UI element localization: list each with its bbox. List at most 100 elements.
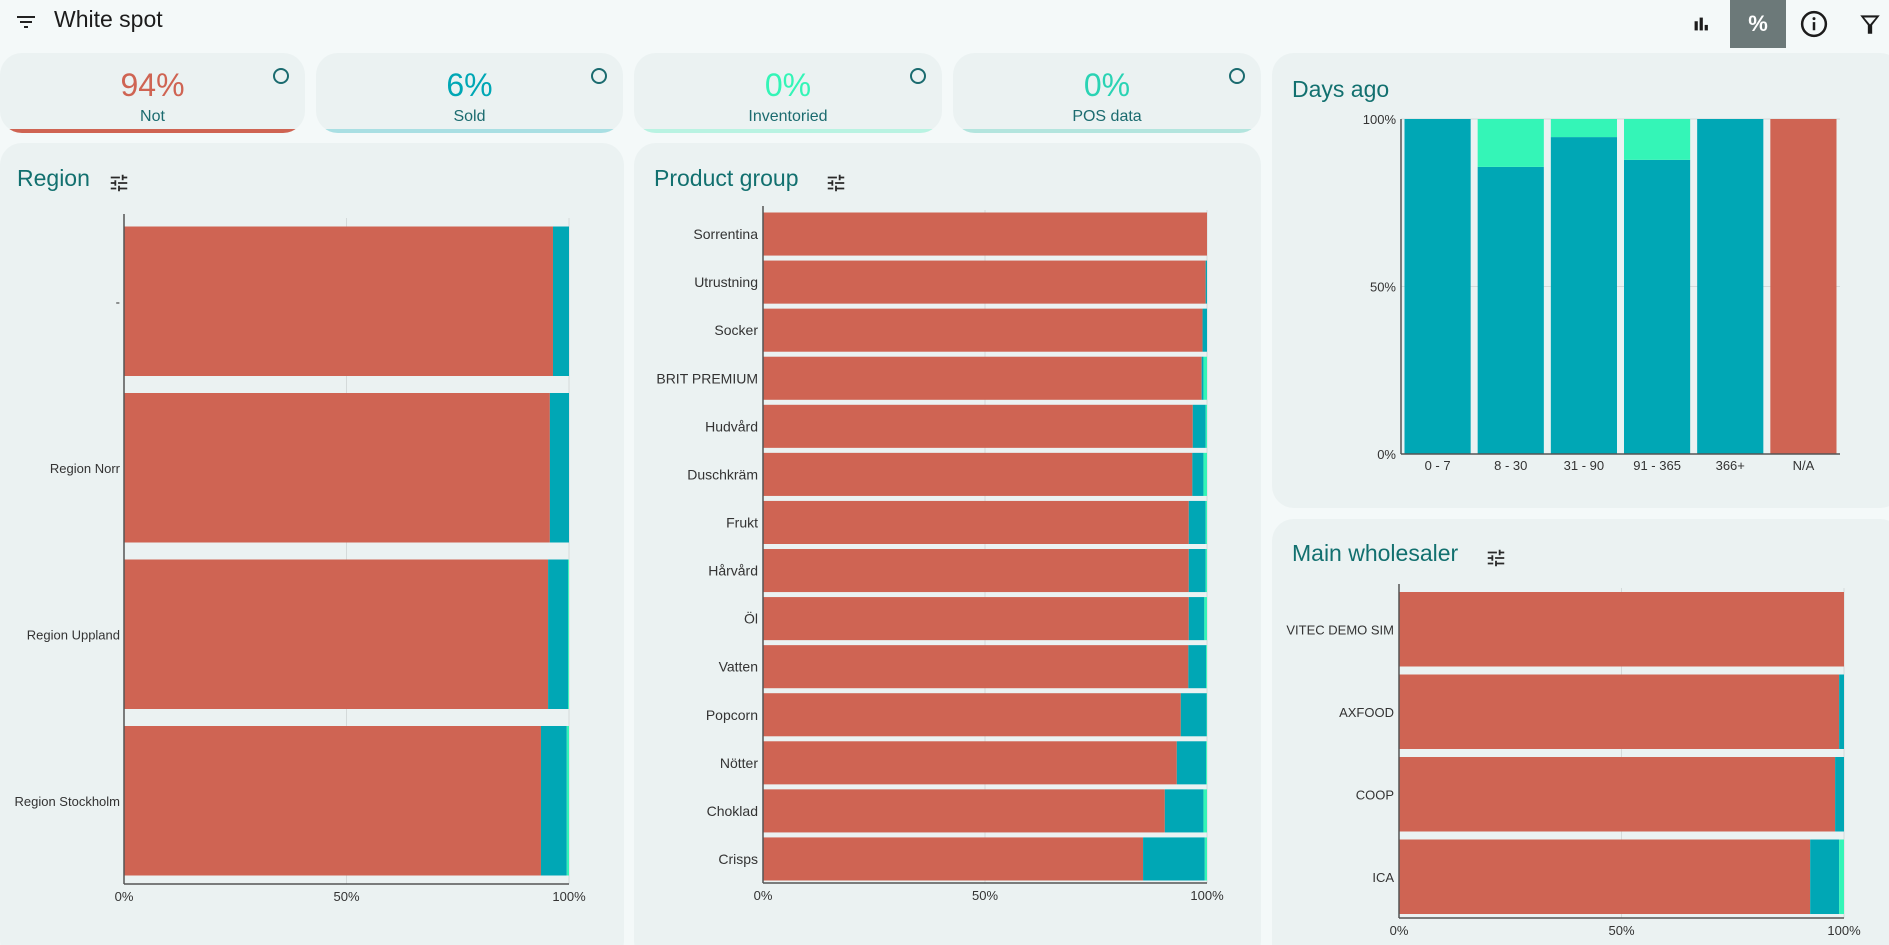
chart-settings-button[interactable] bbox=[108, 172, 130, 194]
bar-region-norr-not[interactable] bbox=[124, 393, 550, 543]
y-category-label: ICA bbox=[1372, 870, 1394, 885]
percent-icon: % bbox=[1748, 11, 1768, 36]
bar-frukt-sold[interactable] bbox=[1188, 500, 1206, 544]
kpi-value: 0% bbox=[764, 67, 812, 103]
x-category-label: N/A bbox=[1793, 458, 1815, 473]
bar-crisps-not[interactable] bbox=[763, 837, 1144, 881]
filter-funnel-icon bbox=[1860, 15, 1880, 34]
bar-ica-sold[interactable] bbox=[1810, 839, 1840, 915]
x-tick-label: 100% bbox=[1190, 888, 1224, 903]
kpi-card-not[interactable]: 94% Not bbox=[0, 53, 305, 133]
kpi-radio-button[interactable] bbox=[910, 68, 926, 84]
bar-öl-inventoried[interactable] bbox=[1204, 597, 1207, 641]
bar-hårvård-not[interactable] bbox=[763, 549, 1189, 593]
x-tick-label: 100% bbox=[552, 889, 586, 904]
bar-region-norr-sold[interactable] bbox=[549, 393, 569, 543]
chart-settings-button[interactable] bbox=[825, 172, 847, 194]
info-button[interactable] bbox=[1792, 0, 1836, 48]
bar-duschkräm-sold[interactable] bbox=[1192, 452, 1204, 496]
bar-vatten-inventoried[interactable] bbox=[1206, 645, 1207, 689]
bar-nötter-not[interactable] bbox=[763, 741, 1177, 785]
bar-31-90-sold[interactable] bbox=[1550, 137, 1617, 454]
bar-blank-sold[interactable] bbox=[552, 226, 569, 377]
bar-chart-icon bbox=[1694, 17, 1708, 31]
kpi-card-pos-data[interactable]: 0% POS data bbox=[953, 53, 1261, 133]
bar-region-uppland-sold[interactable] bbox=[548, 559, 569, 710]
x-category-label: 91 - 365 bbox=[1633, 458, 1681, 473]
bar-brit-premium-sold[interactable] bbox=[1201, 356, 1204, 400]
bar-hudvård-not[interactable] bbox=[763, 404, 1193, 448]
bar-region-uppland-inventoried[interactable] bbox=[568, 559, 569, 710]
kpi-label: Inventoried bbox=[748, 108, 828, 125]
days-ago-chart: 0% 50% 100% 0 - 7 8 - 30 31 - 90 91 - 365 366+ N… bbox=[1363, 112, 1840, 473]
bar-vatten-not[interactable] bbox=[763, 645, 1189, 689]
bar-hårvård-inventoried[interactable] bbox=[1205, 549, 1207, 593]
bar-nötter-sold[interactable] bbox=[1176, 741, 1207, 785]
bar-region-stockholm-not[interactable] bbox=[124, 726, 541, 876]
bar-choklad-not[interactable] bbox=[763, 789, 1165, 833]
bar-coop-not[interactable] bbox=[1399, 757, 1836, 832]
y-category-label: Frukt bbox=[726, 514, 758, 530]
percent-mode-button[interactable]: % bbox=[1730, 0, 1786, 48]
bar-utrustning-sold[interactable] bbox=[1205, 260, 1207, 304]
filter-button[interactable] bbox=[1848, 0, 1889, 48]
chart-settings-button[interactable] bbox=[1485, 547, 1507, 569]
bar-öl-not[interactable] bbox=[763, 597, 1189, 641]
main-wholesaler-chart: 0% 50% 100% VITEC DEMO SIM AXFOOD COOP ICA bbox=[1286, 584, 1861, 938]
bar-frukt-inventoried[interactable] bbox=[1205, 500, 1207, 544]
bar-8-30-sold[interactable] bbox=[1477, 166, 1544, 454]
x-tick-label: 50% bbox=[333, 889, 359, 904]
bar-366-sold[interactable] bbox=[1697, 119, 1764, 454]
bar-crisps-sold[interactable] bbox=[1143, 837, 1205, 881]
filter-list-menu-button[interactable] bbox=[14, 10, 38, 34]
bar-axfood-sold[interactable] bbox=[1839, 674, 1844, 750]
bar-duschkräm-not[interactable] bbox=[763, 452, 1193, 496]
bar-vitec-demo-sim-not[interactable] bbox=[1399, 592, 1844, 667]
bar-91-365-sold[interactable] bbox=[1624, 159, 1691, 454]
bar-hudvård-sold[interactable] bbox=[1192, 404, 1206, 448]
top-bar: White spot % bbox=[0, 0, 1889, 48]
bar-region-stockholm-inventoried[interactable] bbox=[566, 726, 569, 876]
bar-coop-sold[interactable] bbox=[1835, 757, 1844, 832]
x-tick-label: 0% bbox=[754, 888, 773, 903]
bar-axfood-not[interactable] bbox=[1399, 674, 1840, 750]
bar-choklad-sold[interactable] bbox=[1164, 789, 1204, 833]
bar-8-30-inventoried[interactable] bbox=[1477, 119, 1544, 167]
bar-nötter-inventoried[interactable] bbox=[1206, 741, 1207, 785]
bar-0-7-sold[interactable] bbox=[1404, 119, 1471, 454]
bar-frukt-not[interactable] bbox=[763, 500, 1189, 544]
kpi-card-inventoried[interactable]: 0% Inventoried bbox=[634, 53, 942, 133]
kpi-radio-button[interactable] bbox=[591, 68, 607, 84]
bar-socker-not[interactable] bbox=[763, 308, 1203, 352]
bar-popcorn-sold[interactable] bbox=[1180, 693, 1207, 737]
bar-blank-not[interactable] bbox=[124, 226, 553, 377]
y-category-label: Duschkräm bbox=[687, 466, 758, 482]
bar-öl-sold[interactable] bbox=[1188, 597, 1205, 641]
kpi-card-sold[interactable]: 6% Sold bbox=[316, 53, 623, 133]
bar-hudvård-inventoried[interactable] bbox=[1205, 404, 1207, 448]
bar-n-a-not[interactable] bbox=[1770, 119, 1837, 454]
bar-popcorn-not[interactable] bbox=[763, 693, 1181, 737]
bar-duschkräm-inventoried[interactable] bbox=[1203, 452, 1207, 496]
bar-31-90-inventoried[interactable] bbox=[1550, 119, 1617, 138]
kpi-radio-button[interactable] bbox=[273, 68, 289, 84]
y-category-label: Region Norr bbox=[50, 461, 121, 476]
kpi-radio-button[interactable] bbox=[1229, 68, 1245, 84]
bar-brit-premium-not[interactable] bbox=[763, 356, 1202, 400]
bar-region-uppland-not[interactable] bbox=[124, 559, 549, 710]
bar-vatten-sold[interactable] bbox=[1188, 645, 1207, 689]
bar-91-365-inventoried[interactable] bbox=[1624, 119, 1691, 160]
bar-choklad-inventoried[interactable] bbox=[1203, 789, 1207, 833]
bar-brit-premium-inventoried[interactable] bbox=[1203, 356, 1207, 400]
kpi-label: Sold bbox=[453, 108, 486, 125]
bar-socker-sold[interactable] bbox=[1202, 308, 1207, 352]
bar-hårvård-sold[interactable] bbox=[1188, 549, 1206, 593]
bar-ica-not[interactable] bbox=[1399, 839, 1811, 915]
bar-region-stockholm-sold[interactable] bbox=[540, 726, 567, 876]
x-tick-label: 50% bbox=[972, 888, 998, 903]
bar-ica-inventoried[interactable] bbox=[1839, 839, 1844, 915]
bar-sorrentina-not[interactable] bbox=[763, 212, 1207, 256]
bar-crisps-inventoried[interactable] bbox=[1204, 837, 1207, 881]
bar-chart-mode-button[interactable] bbox=[1679, 0, 1723, 48]
bar-utrustning-not[interactable] bbox=[763, 260, 1206, 304]
